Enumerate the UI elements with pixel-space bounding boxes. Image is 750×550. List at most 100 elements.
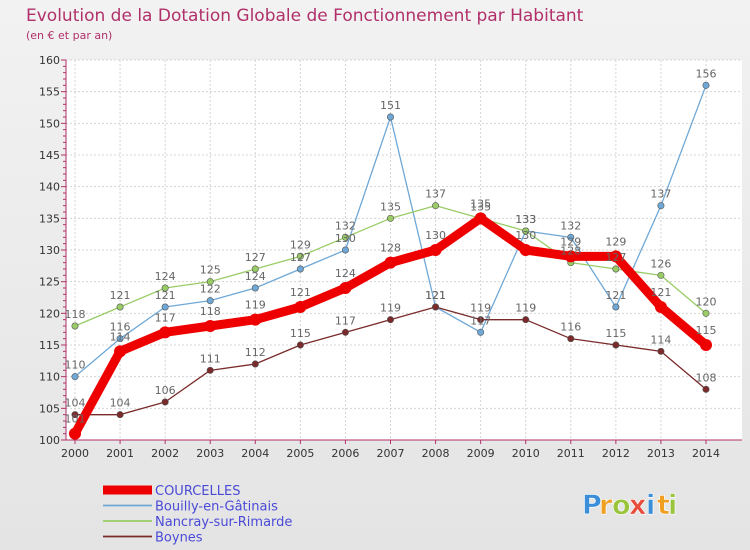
data-label-bouilly-en-gatinais: 127 <box>290 251 311 264</box>
data-point-courcelles <box>654 301 667 313</box>
data-label-boynes: 116 <box>560 321 581 334</box>
data-point-bouilly-en-gatinais <box>477 328 485 336</box>
data-point-courcelles <box>700 339 712 351</box>
data-point-nancray-sur-rimarde <box>432 202 440 210</box>
x-tick-label: 2002 <box>151 447 179 460</box>
data-label-boynes: 119 <box>380 302 401 315</box>
data-point-courcelles <box>339 282 352 294</box>
logo-letter: i <box>668 490 677 521</box>
x-tick-label: 2004 <box>241 447 269 460</box>
y-tick-label: 135 <box>39 212 60 225</box>
data-label-boynes: 104 <box>65 397 86 410</box>
data-point-nancray-sur-rimarde <box>702 309 710 317</box>
x-tick-label: 2014 <box>692 447 720 460</box>
data-point-nancray-sur-rimarde <box>296 252 304 260</box>
data-label-boynes: 111 <box>200 352 221 365</box>
data-label-bouilly-en-gatinais: 132 <box>560 219 581 232</box>
data-label-boynes: 106 <box>155 384 176 397</box>
data-point-bouilly-en-gatinais <box>657 202 665 210</box>
data-label-bouilly-en-gatinais: 133 <box>515 213 536 226</box>
data-label-nancray-sur-rimarde: 129 <box>290 238 311 251</box>
data-label-nancray-sur-rimarde: 126 <box>650 257 671 270</box>
data-label-boynes: 117 <box>335 314 356 327</box>
data-label-boynes: 119 <box>515 302 536 315</box>
data-label-courcelles: 115 <box>696 324 717 337</box>
data-point-nancray-sur-rimarde <box>161 284 169 292</box>
data-point-bouilly-en-gatinais <box>71 373 79 381</box>
data-label-nancray-sur-rimarde: 120 <box>696 295 717 308</box>
data-label-boynes: 121 <box>425 289 446 302</box>
series-lines <box>69 81 712 440</box>
data-label-bouilly-en-gatinais: 124 <box>245 270 266 283</box>
x-tick-label: 2006 <box>331 447 359 460</box>
y-tick-label: 155 <box>39 86 60 99</box>
data-point-boynes <box>657 347 665 355</box>
data-point-nancray-sur-rimarde <box>386 214 394 222</box>
data-point-bouilly-en-gatinais <box>341 246 349 254</box>
y-tick-label: 125 <box>39 276 60 289</box>
data-point-bouilly-en-gatinais <box>386 113 394 121</box>
data-point-boynes <box>702 385 710 393</box>
data-point-nancray-sur-rimarde <box>116 303 124 311</box>
data-point-courcelles <box>69 427 81 440</box>
data-label-courcelles: 130 <box>515 229 536 242</box>
data-point-bouilly-en-gatinais <box>251 284 259 292</box>
x-tick-label: 2001 <box>106 447 134 460</box>
data-label-bouilly-en-gatinais: 121 <box>605 289 626 302</box>
x-tick-label: 2000 <box>61 447 89 460</box>
data-label-bouilly-en-gatinais: 121 <box>425 289 446 302</box>
data-point-nancray-sur-rimarde <box>522 227 530 235</box>
data-label-bouilly-en-gatinais: 122 <box>200 283 221 296</box>
data-label-nancray-sur-rimarde: 135 <box>380 200 401 213</box>
logo-letter: P <box>582 490 602 521</box>
data-point-boynes <box>386 316 394 324</box>
data-point-boynes <box>567 335 575 343</box>
data-point-bouilly-en-gatinais <box>116 335 124 343</box>
data-point-boynes <box>71 411 79 419</box>
x-tick-label: 2013 <box>647 447 675 460</box>
x-tick-label: 2009 <box>467 447 495 460</box>
data-point-courcelles <box>609 250 622 263</box>
data-label-bouilly-en-gatinais: 110 <box>65 359 86 372</box>
data-point-boynes <box>432 303 440 311</box>
data-point-courcelles <box>474 212 487 225</box>
data-point-boynes <box>161 398 169 406</box>
data-label-nancray-sur-rimarde: 127 <box>245 251 266 264</box>
data-label-courcelles: 130 <box>425 229 446 242</box>
data-point-bouilly-en-gatinais <box>161 303 169 311</box>
x-tick-label: 2005 <box>286 447 314 460</box>
y-tick-label: 120 <box>39 307 60 320</box>
y-tick-label: 115 <box>39 339 60 352</box>
data-point-boynes <box>206 366 214 374</box>
data-point-courcelles <box>249 313 262 326</box>
x-tick-label: 2011 <box>557 447 585 460</box>
data-label-boynes: 112 <box>245 346 266 359</box>
data-point-boynes <box>612 341 620 349</box>
data-point-courcelles <box>294 301 307 313</box>
data-label-boynes: 119 <box>470 302 491 315</box>
data-label-courcelles: 129 <box>560 235 581 248</box>
y-tick-label: 140 <box>39 181 60 194</box>
data-label-courcelles: 114 <box>110 330 131 343</box>
data-label-nancray-sur-rimarde: 121 <box>110 289 131 302</box>
data-label-nancray-sur-rimarde: 128 <box>560 245 581 258</box>
data-point-bouilly-en-gatinais <box>206 297 214 305</box>
axes: 100 105 110 115 120 125 130 135 140 145 150 155 160 2… <box>39 54 742 460</box>
y-tick-label: 160 <box>39 54 60 67</box>
logo-letter: r <box>599 490 613 521</box>
x-tick-label: 2003 <box>196 447 224 460</box>
data-label-courcelles: 121 <box>290 286 311 299</box>
data-label-courcelles: 135 <box>470 197 491 210</box>
data-point-nancray-sur-rimarde <box>71 322 79 330</box>
data-label-boynes: 115 <box>605 327 626 340</box>
logo-letter: x <box>629 490 646 521</box>
data-point-boynes <box>116 411 124 419</box>
data-label-courcelles: 128 <box>380 242 401 255</box>
legend-label-bouilly-en-gatinais: Bouilly-en-Gâtinais <box>155 500 278 515</box>
y-tick-label: 105 <box>39 402 60 415</box>
y-tick-label: 145 <box>39 149 60 162</box>
logo-letter: i <box>646 490 655 521</box>
data-label-courcelles: 124 <box>335 267 356 280</box>
data-label-nancray-sur-rimarde: 133 <box>515 213 536 226</box>
